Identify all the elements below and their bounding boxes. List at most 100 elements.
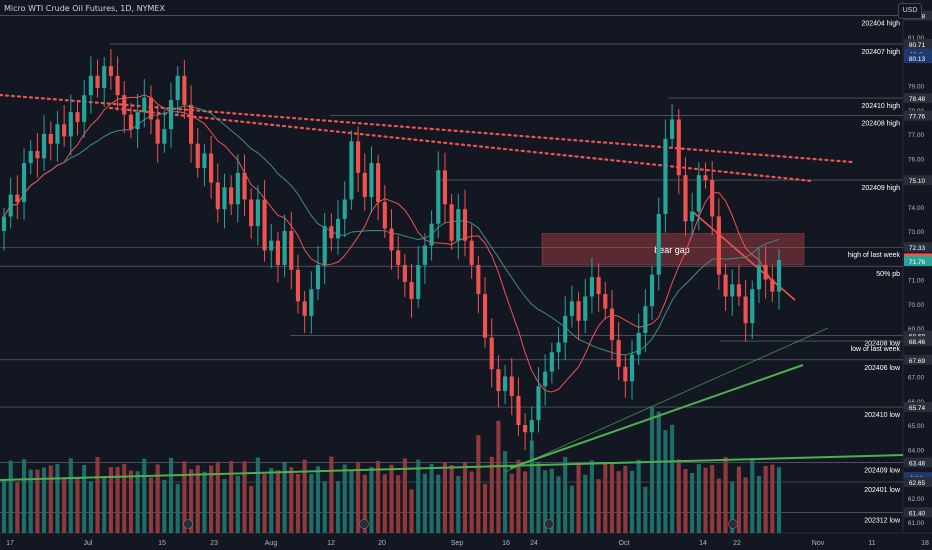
candle-body [62, 124, 67, 137]
level-label: high of last week [848, 252, 901, 259]
volume-bar [356, 461, 361, 533]
volume-bar [269, 468, 274, 533]
price-label: 75.10 [909, 178, 926, 185]
volume-bar [476, 435, 481, 533]
candle-body [596, 277, 601, 295]
volume-bar [302, 459, 307, 533]
volume-bar [529, 440, 534, 533]
volume-bar [536, 461, 541, 533]
volume-bar [108, 467, 113, 533]
candle-body [716, 216, 721, 275]
price-label-box [904, 354, 932, 365]
candle-body [122, 95, 127, 115]
volume-bar [382, 474, 387, 533]
y-tick-label: 62.00 [908, 496, 925, 503]
price-label-box [904, 336, 932, 347]
volume-bar [275, 470, 280, 533]
candle-body [396, 250, 401, 265]
x-tick-label: 12 [327, 540, 335, 547]
x-tick-label: Nov [812, 540, 825, 547]
candle-body [35, 150, 40, 159]
level-label: low of last week [851, 346, 901, 353]
candle-body [589, 277, 595, 297]
candle-body [556, 342, 561, 353]
currency-button[interactable]: USD [898, 3, 922, 19]
candle-body [249, 199, 254, 227]
y-tick-label: 65.00 [908, 423, 925, 430]
candle-body [115, 75, 120, 96]
candle-body [188, 104, 194, 144]
event-badge-icon [728, 519, 738, 529]
candle-body [683, 175, 688, 222]
candle-body [275, 240, 280, 265]
volume-bar [703, 467, 708, 533]
candle-body [609, 308, 615, 341]
price-label-box [904, 175, 932, 186]
volume-bar [396, 475, 401, 533]
candle-body [222, 187, 227, 210]
x-tick-label: Sep [451, 540, 464, 547]
volume-bar [202, 471, 207, 533]
volume-bar [42, 467, 47, 533]
candle-body [583, 296, 588, 321]
volume-bar [596, 479, 601, 533]
x-tick-label: 16 [502, 540, 510, 547]
symbol-title: Micro WTI Crude Oil Futures, 1D, NYMEX [4, 4, 165, 13]
candle-body [476, 264, 481, 295]
candle-body [215, 182, 220, 210]
candle-body [462, 209, 468, 241]
price-label-box [904, 457, 932, 468]
volume-bar [309, 473, 314, 533]
level-label: 202410 high [861, 103, 900, 110]
volume-bar [710, 464, 715, 533]
volume-bar [516, 459, 521, 533]
level-label: 202410 low [864, 412, 901, 419]
volume-bar [629, 470, 635, 533]
y-tick-label: 70.00 [908, 302, 925, 309]
candle-body [743, 296, 748, 324]
candle-body [529, 420, 534, 433]
x-tick-label: 22 [733, 540, 741, 547]
candle-body [756, 264, 762, 290]
candle-body [309, 289, 314, 316]
candle-body [603, 294, 608, 309]
volume-bar [349, 470, 354, 533]
volume-bar [576, 462, 581, 533]
volume-bar [195, 465, 200, 533]
y-tick-label: 79.00 [908, 84, 925, 91]
candle-body [322, 226, 327, 265]
volume-bar [609, 464, 615, 533]
level-label: 202404 high [861, 21, 900, 28]
candle-body [242, 172, 247, 200]
candle-body [28, 150, 33, 164]
volume-bar [175, 483, 180, 533]
volume-bar [449, 465, 454, 533]
volume-bar [362, 474, 367, 533]
volume-bar [222, 478, 227, 533]
volume-bar [8, 460, 13, 533]
candle-body [175, 75, 180, 101]
candle-body [703, 175, 708, 181]
trendline-long [0, 454, 904, 481]
volume-bar [616, 471, 621, 533]
bear-gap-label: bear gap [654, 245, 690, 255]
candle-body [516, 395, 521, 425]
volume-bar [690, 472, 695, 533]
candle-body [155, 119, 160, 144]
price-axis-panel [903, 0, 932, 550]
candle-body [663, 138, 668, 215]
candle-body [8, 194, 13, 217]
price-label: 80.71 [909, 42, 926, 49]
volume-bar [676, 459, 681, 533]
candle-body [523, 425, 528, 433]
y-tick-label: 74.00 [908, 205, 925, 212]
candle-body [42, 134, 47, 159]
price-label-box [904, 110, 932, 121]
price-label: 72.33 [909, 245, 926, 252]
candle-body [536, 386, 541, 421]
level-label: 202409 high [861, 185, 900, 192]
volume-bar [255, 457, 260, 533]
volume-bar [649, 407, 655, 533]
candle-body [349, 141, 354, 200]
